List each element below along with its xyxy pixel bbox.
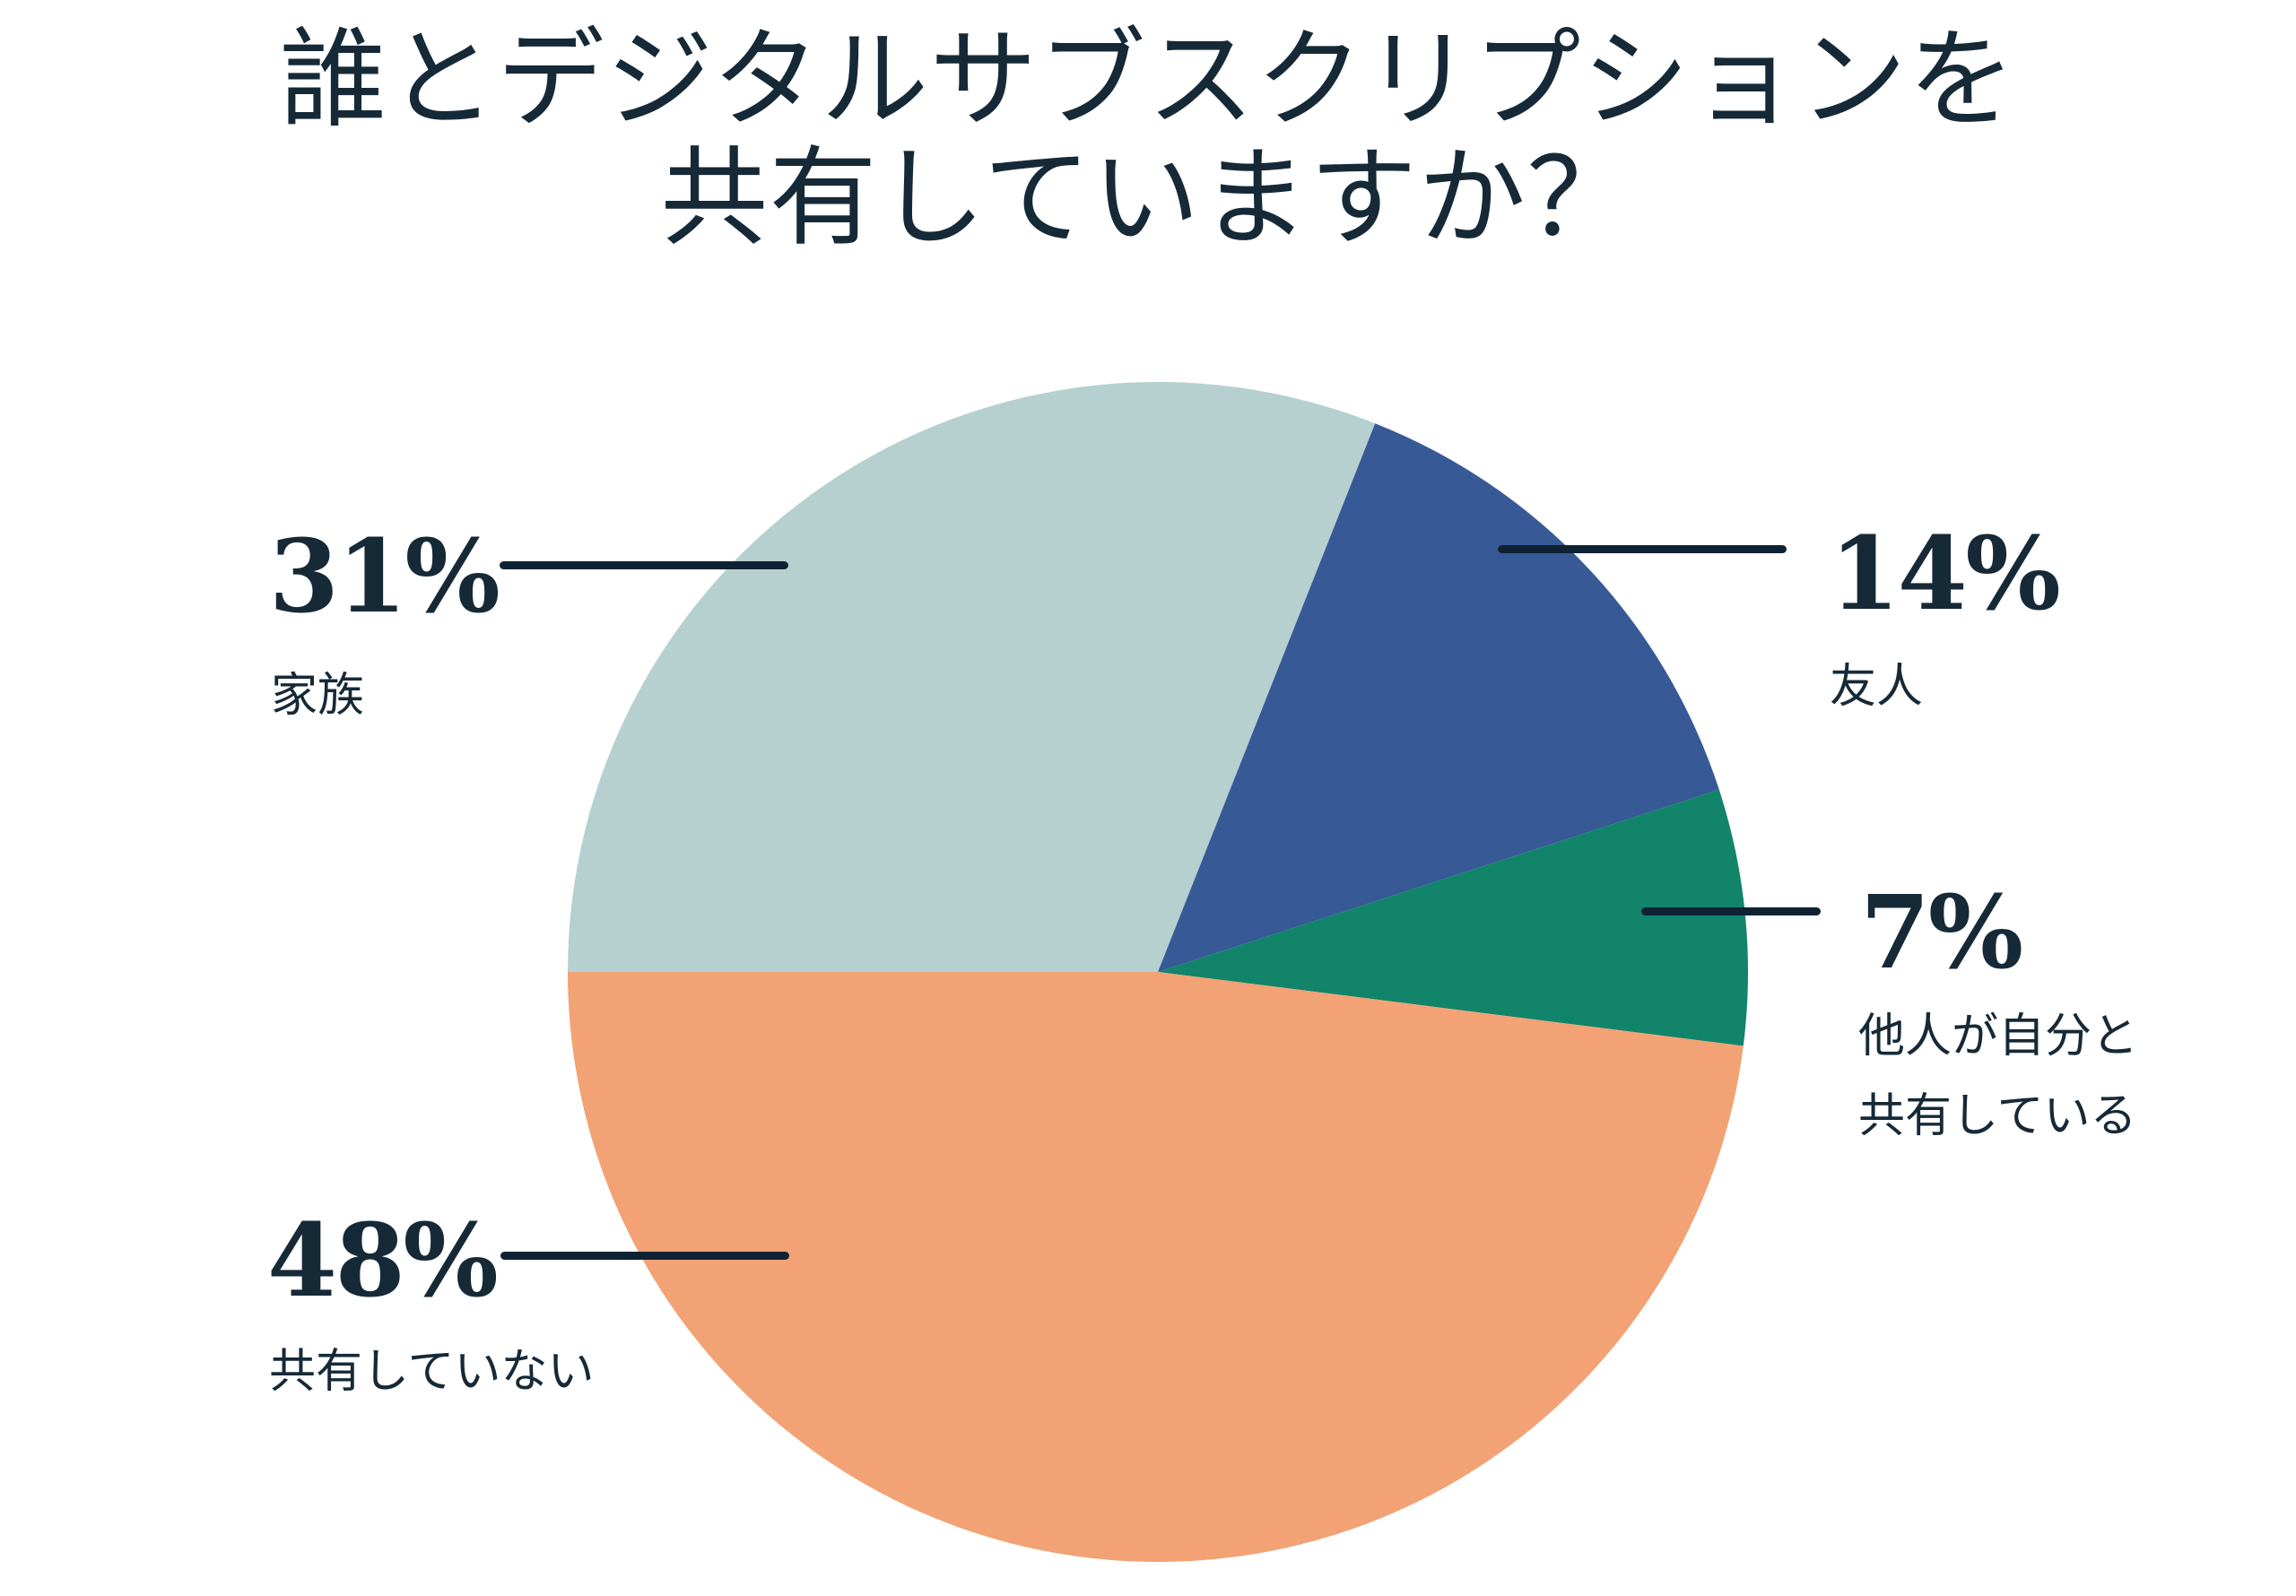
callout-line-none [500, 1252, 789, 1260]
pie-slice-none [568, 972, 1744, 1562]
callout-line-others [1641, 907, 1821, 915]
callout-line-friends [1498, 545, 1787, 553]
percent-label-none: 48% [267, 1202, 499, 1320]
slice-label-others: 他人が自分と 共有している [1858, 1010, 2139, 1144]
chart-title-line2: 共有していますか？ [660, 136, 1636, 261]
percent-label-friends: 14% [1830, 516, 2061, 633]
pie-slice-family [568, 382, 1376, 972]
callout-line-family [500, 561, 788, 569]
pie-slice-friends [1158, 423, 1719, 973]
chart-title: 誰とデジタルサブスクリプションを 共有していますか？ [0, 22, 2296, 258]
pie-slice-others [1158, 789, 1748, 1046]
slice-label-family: 家族 [271, 669, 365, 723]
percent-label-family: 31% [269, 518, 500, 636]
percent-label-others: 7% [1860, 874, 2023, 992]
pie-chart-svg [568, 382, 1748, 1562]
chart-title-line1: 誰とデジタルサブスクリプションを [279, 18, 2017, 143]
slice-label-none: 共有していない [269, 1345, 595, 1399]
pie-chart [568, 382, 1748, 1562]
slice-label-friends: 友人 [1830, 660, 1924, 714]
